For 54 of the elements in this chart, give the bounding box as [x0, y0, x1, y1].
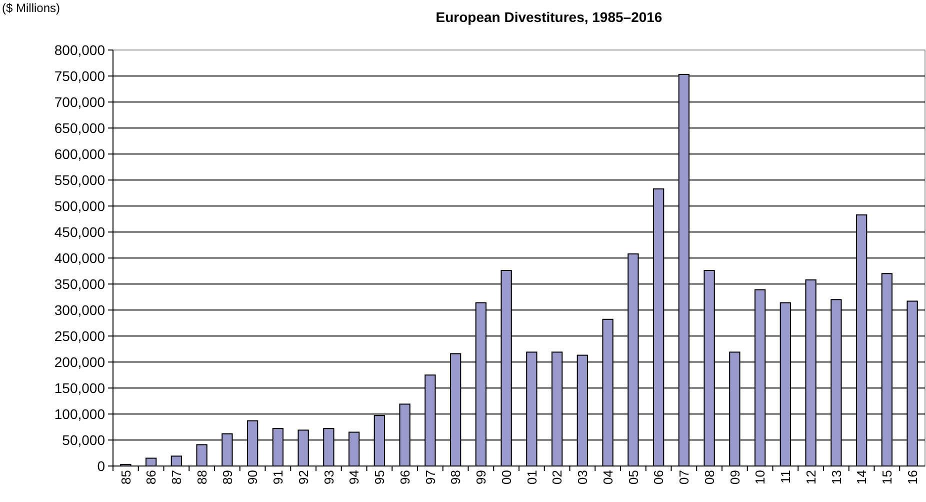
x-tick-label: 89: [220, 470, 235, 484]
x-tick-label: 13: [828, 470, 844, 484]
x-tick-label: 87: [168, 470, 184, 484]
x-tick-label: 92: [296, 470, 311, 484]
bar: [170, 456, 182, 466]
x-tick-label: 15: [879, 470, 894, 484]
y-tick-label: 100,000: [54, 406, 106, 422]
x-tick-label: 98: [448, 470, 464, 484]
x-tick-label: 00: [498, 470, 514, 484]
y-tick-label: 50,000: [62, 432, 106, 448]
x-tick-label: 10: [752, 470, 768, 484]
bar: [196, 444, 208, 466]
x-tick-label: 09: [727, 470, 742, 484]
x-tick-label: 93: [321, 470, 336, 484]
y-tick-label: 500,000: [54, 198, 106, 214]
x-tick-label: 08: [702, 470, 717, 484]
x-tick-label: 94: [346, 470, 362, 484]
x-tick-label: 16: [904, 470, 920, 484]
y-tick-label: 150,000: [54, 380, 106, 396]
x-tick-label: 14: [854, 470, 870, 484]
x-tick-label: 96: [397, 470, 412, 484]
y-tick-label: 600,000: [54, 146, 106, 162]
y-tick-label: 700,000: [54, 94, 106, 110]
y-tick-label: 750,000: [54, 68, 106, 84]
x-tick-label: 01: [524, 470, 540, 484]
x-tick-label: 04: [600, 470, 616, 484]
chart-title: European Divestitures, 1985–2016: [436, 9, 662, 25]
x-tick-label: 02: [550, 470, 565, 484]
y-axis-title: ($ Millions): [2, 1, 60, 15]
x-tick-label: 95: [372, 470, 387, 484]
x-tick-label: 03: [574, 470, 590, 484]
y-tick-label: 300,000: [54, 302, 106, 318]
y-tick-label: 800,000: [54, 42, 106, 58]
y-tick-label: 250,000: [54, 328, 106, 344]
x-tick-label: 97: [422, 470, 438, 484]
y-tick-label: 550,000: [54, 172, 106, 188]
x-tick-label: 07: [676, 470, 692, 484]
x-tick-label: 12: [803, 470, 818, 484]
x-tick-label: 86: [144, 470, 159, 484]
x-tick-label: 85: [118, 470, 134, 484]
y-tick-label: 400,000: [54, 250, 106, 266]
x-tick-label: 99: [473, 470, 488, 484]
bar: [145, 458, 157, 466]
x-tick-label: 90: [245, 470, 260, 484]
x-tick-label: 11: [778, 470, 793, 484]
y-tick-label: 450,000: [54, 224, 106, 240]
x-tick-label: 88: [194, 470, 210, 484]
y-tick-label: 350,000: [54, 276, 106, 292]
x-tick-label: 91: [270, 470, 286, 484]
y-tick-label: 650,000: [54, 120, 106, 136]
y-tick-label: 0: [97, 458, 106, 474]
x-tick-label: 06: [651, 470, 666, 484]
y-tick-label: 200,000: [54, 354, 106, 370]
x-tick-label: 05: [626, 470, 641, 484]
